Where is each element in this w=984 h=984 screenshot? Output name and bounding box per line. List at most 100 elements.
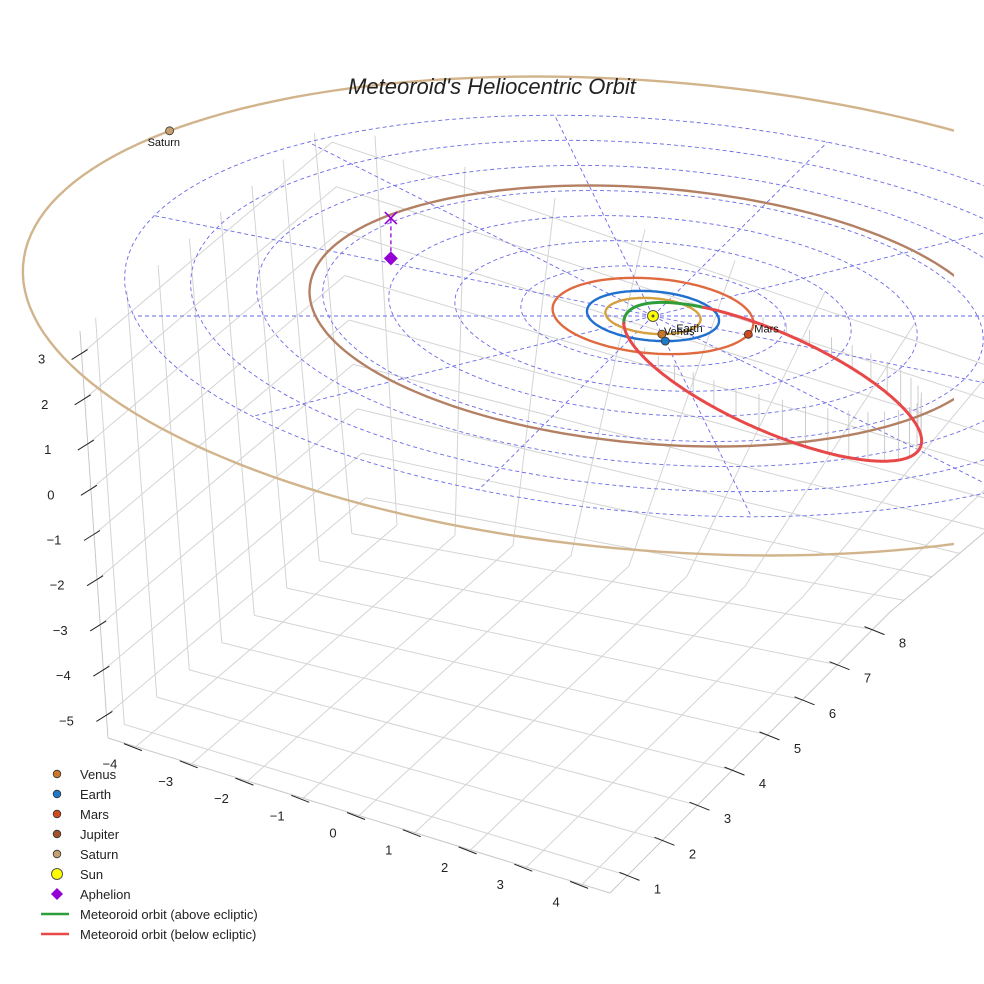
floor-grid-line — [221, 642, 733, 771]
x-tick-label: −2 — [214, 791, 229, 806]
legend-marker — [52, 809, 62, 819]
x-tick-mark — [291, 794, 310, 803]
z-tick-mark — [93, 665, 110, 677]
legend-mars-symbol — [52, 809, 62, 819]
z-tick-label: 1 — [44, 442, 51, 457]
z-tick-mark — [74, 394, 91, 406]
z-tick-label: −5 — [59, 713, 74, 728]
legend-label: Earth — [80, 786, 112, 802]
z-tick-mark — [77, 439, 95, 451]
axis-ticks: −4 −3 −2 −1 0 1 2 3 4 1 2 3 4 5 6 7 8 3 2 1 0 −1 −2 −3 −4 −5 — [38, 349, 906, 909]
planet-jupiter — [961, 281, 969, 289]
x-tick-label: −3 — [158, 774, 173, 789]
y-tick-mark — [794, 696, 815, 706]
label-venus: Venus — [664, 326, 695, 338]
floor-grid-line — [135, 524, 398, 747]
axis-edge — [889, 532, 984, 613]
y-tick-label: 8 — [899, 636, 906, 651]
ecliptic-spoke — [478, 315, 654, 491]
wall-grid-line — [331, 141, 984, 365]
legend-symbol — [38, 804, 76, 824]
x-tick-label: 2 — [441, 860, 448, 875]
floor-grid-line — [247, 545, 514, 782]
wall-grid-line — [106, 497, 367, 716]
planet-earth — [660, 336, 670, 346]
floor-grid-line — [191, 534, 456, 765]
legend-symbol — [38, 884, 76, 904]
y-tick-label: 5 — [794, 741, 801, 756]
floor-grid-line — [254, 614, 768, 736]
legend-venus-symbol — [52, 769, 62, 779]
floor-grid-line — [156, 696, 663, 841]
legend-marker — [52, 769, 62, 779]
z-tick-mark — [83, 530, 101, 541]
wall-grid-line — [802, 378, 984, 598]
legend-label: Meteoroid orbit (above ecliptic) — [80, 906, 258, 922]
legend: Venus Earth Mars Jupiter Saturn Sun Aphe… — [38, 764, 258, 944]
ecliptic-grid — [124, 114, 984, 518]
wall-grid-line — [87, 230, 341, 445]
legend-symbol — [38, 864, 76, 884]
x-tick-mark — [402, 829, 421, 838]
legend-symbol — [38, 844, 76, 864]
x-tick-mark — [123, 743, 143, 752]
floor-grid-line — [470, 586, 746, 851]
x-tick-label: −4 — [102, 757, 117, 772]
legend-marker — [52, 789, 62, 799]
legend-item-orbit-below: Meteoroid orbit (below ecliptic) — [38, 924, 258, 944]
x-tick-label: 3 — [497, 877, 504, 892]
legend-meteoroid-orbit-below-ecliptic-symbol — [41, 932, 69, 936]
legend-aphelion-symbol — [51, 888, 63, 900]
ecliptic-spoke — [652, 315, 984, 484]
wall-grid-line — [348, 319, 984, 499]
z-tick-label: −4 — [56, 668, 71, 683]
legend-sun — [51, 868, 63, 880]
legend-item-saturn: Saturn — [38, 844, 258, 864]
wall-grid-line — [81, 141, 333, 354]
y-tick-mark — [689, 801, 710, 811]
x-tick-mark — [569, 880, 589, 889]
floor-grid-line — [581, 606, 862, 885]
y-tick-label: 4 — [759, 776, 766, 791]
ecliptic-ring — [454, 240, 852, 392]
orbit-mars — [551, 276, 755, 356]
orbit-earth — [585, 289, 721, 343]
label-earth: Earth — [676, 323, 702, 335]
planet-saturn — [165, 126, 175, 136]
legend-marker — [52, 829, 62, 839]
y-tick-mark — [619, 871, 640, 881]
z-tick-label: −3 — [53, 623, 68, 638]
floor-grid-line — [414, 575, 688, 834]
axis-edge — [107, 737, 611, 894]
legend-symbol — [38, 784, 76, 804]
meteoroid-orbit — [622, 300, 924, 463]
floor-grid-line — [124, 723, 628, 876]
legend-symbol — [38, 764, 76, 784]
floor-grid-line — [319, 560, 838, 666]
label-saturn: Saturn — [148, 137, 180, 149]
floor-grid-line — [351, 533, 873, 631]
legend-label: Sun — [80, 866, 104, 882]
z-tick-label: −1 — [47, 533, 62, 548]
planet-venus — [657, 329, 667, 339]
z-tick-mark — [71, 349, 88, 361]
wall-grid-line — [340, 230, 984, 434]
legend-saturn-symbol — [52, 849, 62, 859]
orbit-jupiter — [308, 184, 954, 448]
z-tick-mark — [89, 620, 107, 632]
label-mars: Mars — [754, 323, 779, 335]
z-tick-mark — [96, 710, 113, 722]
axis-edge — [609, 611, 891, 894]
y-tick-label: 6 — [829, 706, 836, 721]
meteoroid-orbit-above — [622, 300, 705, 323]
x-tick-mark — [514, 863, 533, 872]
legend-item-mars: Mars — [38, 804, 258, 824]
legend-item-earth: Earth — [38, 784, 258, 804]
legend-symbol — [38, 904, 76, 924]
planet-mars — [743, 329, 753, 339]
y-tick-label: 7 — [864, 671, 871, 686]
orbit-venus — [604, 296, 702, 336]
legend-jupiter-symbol — [52, 829, 62, 839]
meteoroid-orbit-below — [622, 319, 911, 463]
wall-grid-line — [344, 275, 984, 467]
